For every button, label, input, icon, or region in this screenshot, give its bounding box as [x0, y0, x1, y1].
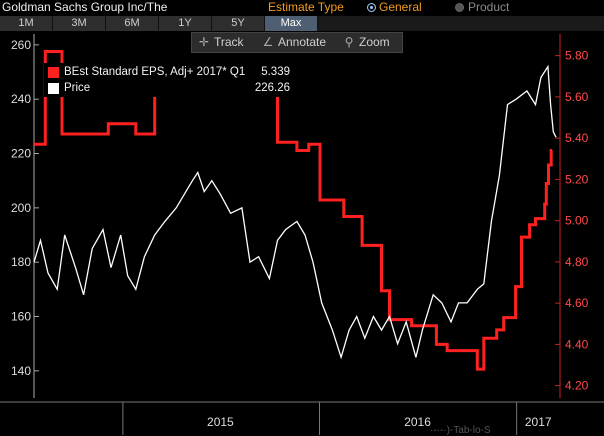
track-label: Track: [214, 35, 244, 49]
left-tick-label-240: 240: [11, 92, 31, 106]
left-tick-label-140: 140: [11, 364, 31, 378]
range-button-5y[interactable]: 5Y: [212, 16, 265, 31]
chart-legend: BEst Standard EPS, Adj+ 2017* Q1 5.339 P…: [44, 63, 294, 97]
left-tick-label-200: 200: [11, 201, 31, 215]
left-tick-label-260: 260: [11, 38, 31, 52]
annotate-tool[interactable]: ∠ Annotate: [262, 32, 326, 52]
range-button-max[interactable]: Max: [265, 16, 318, 31]
track-tool[interactable]: ✛ Track: [198, 32, 244, 52]
magnifier-icon: ⚲: [344, 35, 354, 49]
zoom-tool[interactable]: ⚲ Zoom: [343, 32, 390, 52]
product-radio[interactable]: [455, 3, 464, 12]
eps-swatch: [48, 67, 59, 78]
right-tick-label-2: 4.60: [565, 296, 589, 310]
footer-note: ·-·-·)-Tab-lo-S: [430, 425, 491, 436]
left-tick-label-220: 220: [11, 147, 31, 161]
right-tick-label-1: 4.40: [565, 337, 589, 351]
left-tick-label-180: 180: [11, 255, 31, 269]
header-bar: [0, 0, 604, 16]
legend-price-name: Price: [64, 82, 91, 94]
estimate-type-label: Estimate Type: [268, 0, 344, 14]
legend-price-value: 226.26: [254, 82, 290, 94]
general-option-label[interactable]: General: [379, 0, 422, 14]
annotate-label: Annotate: [278, 35, 327, 49]
right-tick-label-7: 5.60: [565, 90, 589, 104]
pencil-icon: ∠: [262, 35, 274, 49]
range-button-6m[interactable]: 6M: [106, 16, 159, 31]
right-tick-label-3: 4.80: [565, 255, 589, 269]
legend-eps-name: BEst Standard EPS, Adj+ 2017* Q1: [64, 66, 246, 78]
right-tick-label-8: 5.80: [565, 49, 589, 63]
right-tick-label-5: 5.20: [565, 172, 589, 186]
range-button-1m[interactable]: 1M: [0, 16, 53, 31]
legend-item-eps: BEst Standard EPS, Adj+ 2017* Q1 5.339: [44, 65, 294, 79]
range-button-3m[interactable]: 3M: [53, 16, 106, 31]
security-title: Goldman Sachs Group Inc/The: [2, 0, 168, 14]
right-tick-label-4: 5.00: [565, 214, 589, 228]
right-tick-label-6: 5.40: [565, 131, 589, 145]
left-tick-label-160: 160: [11, 310, 31, 324]
zoom-label: Zoom: [359, 35, 390, 49]
product-option-label[interactable]: Product: [468, 0, 510, 14]
x-tick-label-2016: 2016: [404, 415, 431, 429]
legend-eps-value: 5.339: [261, 66, 290, 78]
x-tick-label-2015: 2015: [207, 415, 234, 429]
range-button-1y[interactable]: 1Y: [159, 16, 212, 31]
right-tick-label-0: 4.20: [565, 379, 589, 393]
legend-item-price: Price 226.26: [44, 81, 294, 95]
price-line: [33, 64, 557, 360]
general-radio[interactable]: [367, 3, 376, 12]
eps-estimate-line: [34, 50, 553, 371]
x-tick-label-2017: 2017: [525, 415, 552, 429]
price-swatch: [48, 83, 59, 94]
crosshair-icon: ✛: [198, 35, 210, 49]
